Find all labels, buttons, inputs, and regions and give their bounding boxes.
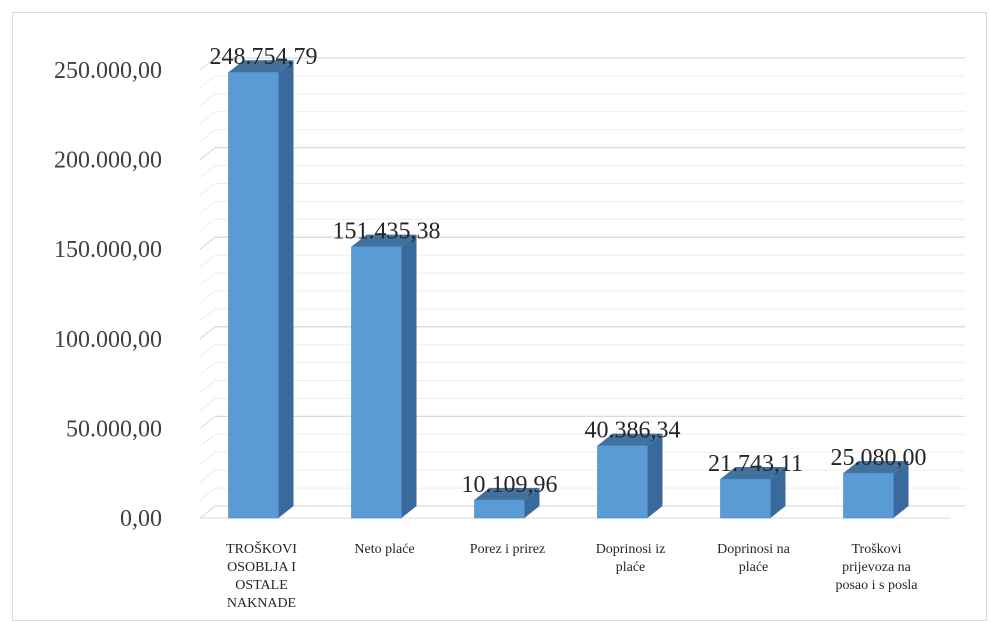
- gridline-side: [199, 93, 216, 107]
- gridline-side: [199, 290, 216, 304]
- y-tick-label: 100.000,00: [54, 327, 162, 353]
- y-tick-label: 250.000,00: [54, 58, 162, 84]
- bar-top: [597, 433, 663, 446]
- gridline-side: [199, 416, 216, 429]
- gridline-side: [199, 129, 216, 143]
- gridline-side: [199, 236, 216, 250]
- gridline-side: [199, 451, 216, 465]
- bar: [597, 445, 648, 519]
- gridline-side: [199, 147, 216, 160]
- category-label: plaće: [739, 560, 769, 575]
- bar: [474, 499, 525, 519]
- gridline-side: [199, 200, 216, 214]
- gridline-side: [199, 344, 216, 358]
- category-label: plaće: [616, 560, 646, 575]
- data-label: 151.435,38: [333, 219, 441, 245]
- gridline-side: [199, 57, 216, 71]
- gridline-side: [199, 362, 216, 376]
- bar-side: [893, 461, 909, 518]
- gridline-side: [199, 111, 216, 125]
- chart-frame: [12, 12, 987, 621]
- gridline-side: [199, 183, 216, 196]
- gridline-side: [199, 469, 216, 483]
- category-label: Doprinosi iz: [596, 542, 666, 557]
- bar-side: [401, 234, 417, 518]
- bar: [228, 71, 279, 519]
- data-label: 248.754,79: [210, 44, 318, 70]
- category-label: Troškovi: [851, 542, 901, 557]
- y-tick-label: 0,00: [120, 506, 162, 532]
- data-label: 10.109,96: [462, 472, 558, 498]
- gridline-side: [199, 380, 216, 393]
- data-label: 40.386,34: [585, 418, 681, 444]
- gridline-side: [199, 165, 216, 178]
- category-label: OSTALE: [235, 578, 288, 593]
- bar: [843, 472, 894, 519]
- bar-top: [228, 60, 294, 73]
- gridline-side: [199, 433, 216, 447]
- bar-top: [720, 467, 786, 480]
- y-tick-label: 200.000,00: [54, 148, 162, 174]
- category-label: OSOBLJA I: [227, 560, 296, 575]
- bar-side: [647, 433, 663, 518]
- bar-top: [843, 461, 909, 474]
- category-label: Doprinosi na: [717, 542, 791, 557]
- bar-top: [474, 487, 540, 500]
- category-label: Neto plaće: [354, 542, 414, 557]
- data-label: 21.743,11: [708, 451, 803, 477]
- gridline-side: [199, 398, 216, 411]
- data-label: 25.080,00: [831, 445, 927, 471]
- bar: [351, 246, 402, 519]
- bar-side: [524, 487, 540, 518]
- category-label: posao i s posla: [835, 578, 918, 593]
- gridline-side: [199, 308, 216, 322]
- bar-top: [351, 234, 417, 247]
- y-tick-label: 50.000,00: [66, 416, 162, 442]
- gridline-side: [199, 326, 216, 340]
- category-label: NAKNADE: [227, 596, 296, 611]
- y-tick-label: 150.000,00: [54, 237, 162, 263]
- bar-side: [770, 467, 786, 518]
- gridline-side: [199, 254, 216, 268]
- gridline-side: [199, 75, 216, 89]
- category-label: prijevoza na: [842, 560, 912, 575]
- category-label: Porez i prirez: [470, 542, 545, 557]
- bar-side: [278, 60, 294, 518]
- gridline-side: [199, 218, 216, 232]
- gridline-side: [199, 487, 216, 501]
- gridline-side: [199, 272, 216, 286]
- bar: [720, 478, 771, 519]
- category-label: TROŠKOVI: [226, 540, 297, 557]
- gridline-side: [199, 505, 216, 519]
